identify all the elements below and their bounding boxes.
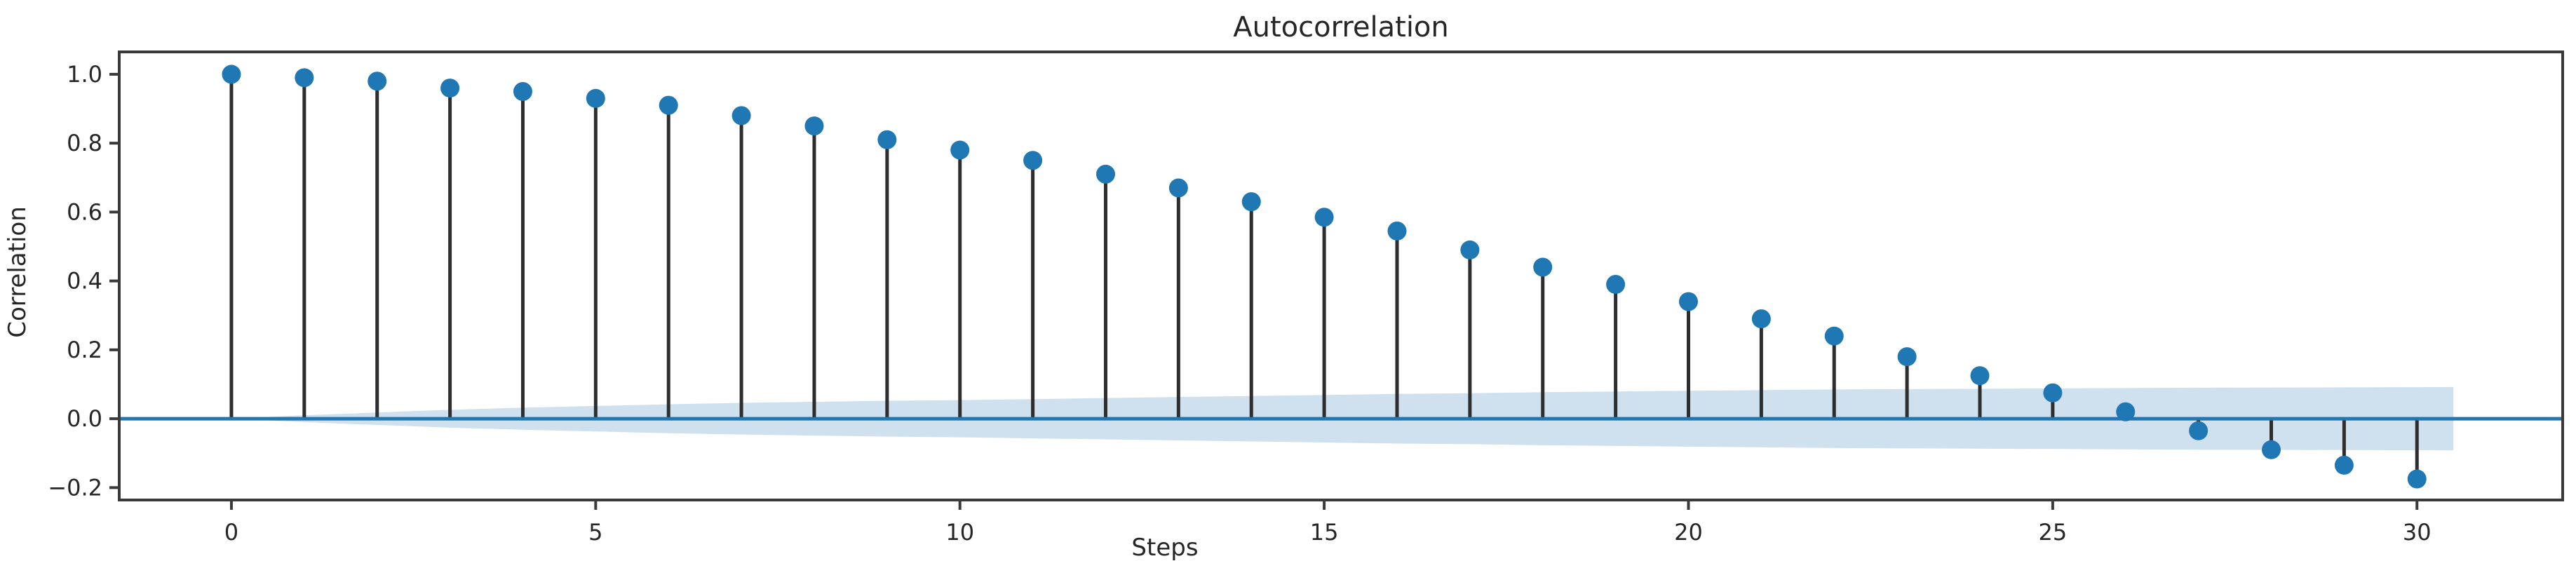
acf-marker [1824,326,1844,346]
acf-marker [1314,208,1334,227]
stems-group [229,74,2419,480]
acf-marker [222,65,241,84]
x-tick-label: 0 [224,519,238,546]
acf-marker [2189,421,2209,440]
acf-marker [1460,240,1480,259]
x-tick-label: 30 [2403,519,2432,546]
acf-marker [367,72,387,91]
y-tick-label: 1.0 [67,61,102,88]
markers-group [222,65,2427,489]
acf-marker [1387,221,1407,241]
acf-marker [1751,309,1771,329]
acf-marker [2043,383,2063,403]
y-tick-label: 0.0 [67,405,102,432]
acf-marker [2261,440,2281,459]
acf-marker [513,81,532,101]
y-tick-label: −0.2 [48,474,102,501]
plot-frame [118,50,2564,501]
x-tick-label: 15 [1310,519,1339,546]
y-tick-label: 0.4 [67,268,102,295]
y-axis-ticks: 1.0 0.8 0.6 0.4 0.2 0.0 −0.2 [48,61,119,501]
acf-marker [440,79,460,98]
acf-marker [1897,347,1917,367]
x-axis-label: Steps [1131,534,1198,561]
acf-marker [586,88,605,108]
y-axis-label: Correlation [4,206,32,337]
acf-marker [804,116,824,136]
acf-marker [877,130,897,149]
acf-marker [2334,455,2354,475]
acf-marker [1241,192,1261,212]
x-tick-label: 10 [945,519,974,546]
acf-marker [1606,275,1626,295]
acf-marker [2407,469,2427,489]
acf-marker [1023,151,1043,170]
acf-marker [2116,402,2136,421]
acf-marker [1095,164,1115,184]
acf-marker [950,140,970,160]
acf-marker [1168,178,1188,198]
acf-marker [295,68,314,88]
y-tick-label: 0.8 [67,130,102,156]
acf-marker [659,95,678,115]
acf-marker [1970,366,1990,386]
acf-marker [1678,292,1698,311]
acf-marker [731,106,751,126]
x-tick-label: 20 [1674,519,1703,546]
y-tick-label: 0.6 [67,198,102,225]
x-tick-label: 5 [588,519,602,546]
acf-marker [1533,257,1553,277]
chart-title: Autocorrelation [1233,11,1449,43]
y-tick-label: 0.2 [67,337,102,363]
x-tick-label: 25 [2039,519,2068,546]
x-axis-ticks: 0 5 10 15 20 25 30 [224,500,2432,546]
